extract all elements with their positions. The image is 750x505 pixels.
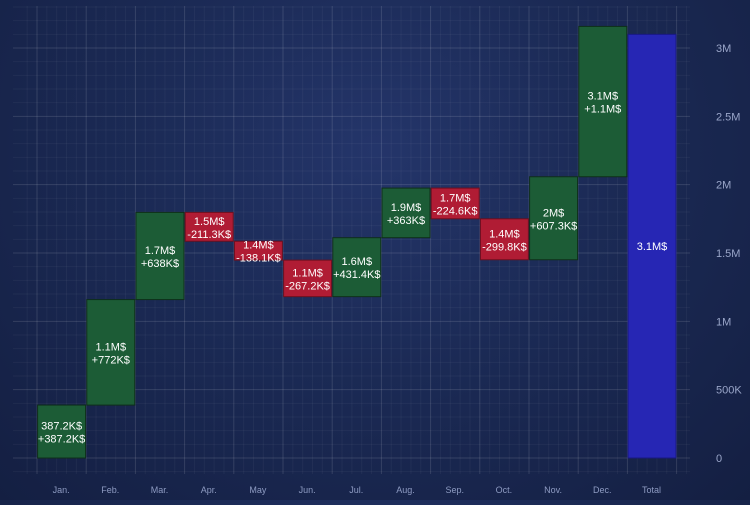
bar-label-delta: -299.8K$ [482, 241, 527, 253]
x-tick-label: Oct. [496, 485, 513, 495]
bars [37, 25, 677, 459]
x-tick-label: Dec. [593, 485, 612, 495]
x-tick-label: May [249, 485, 267, 495]
y-tick-label: 0 [716, 453, 722, 465]
bar-label-total: 1.4M$ [489, 228, 520, 240]
y-tick-label: 2M [716, 180, 731, 192]
bar-label-delta: -224.6K$ [433, 205, 478, 217]
bar-decrease[interactable] [184, 211, 234, 242]
x-tick-label: Nov. [544, 485, 562, 495]
bar-increase[interactable] [135, 211, 185, 301]
bar-label-delta: +1.1M$ [584, 104, 621, 116]
bar-label-total: 1.5M$ [194, 216, 225, 228]
x-axis: Jan. Feb. Mar. Apr. May Jun. Jul. Aug. Sep. Oct. N… [53, 485, 661, 495]
bar-increase[interactable] [37, 404, 87, 459]
bar-decrease[interactable] [430, 187, 480, 220]
bar-decrease[interactable] [283, 259, 333, 298]
bar-label-delta: +772K$ [92, 354, 130, 366]
bar-label-total: 3.1M$ [637, 241, 668, 253]
bar-label-delta: +607.3K$ [530, 220, 577, 232]
bar-increase[interactable] [86, 299, 136, 406]
bar-label-delta: -267.2K$ [285, 280, 330, 292]
x-tick-label: Mar. [151, 485, 169, 495]
bar-increase[interactable] [529, 176, 579, 261]
bar-labels: 387.2K$+387.2K$1.1M$+772K$1.7M$+638K$1.5… [38, 91, 667, 446]
y-tick-label: 1.5M [716, 248, 740, 260]
x-tick-label: Aug. [396, 485, 415, 495]
bar-decrease[interactable] [233, 240, 283, 261]
bar-label-delta: -211.3K$ [187, 229, 231, 241]
bar-decrease[interactable] [479, 218, 529, 261]
bar-label-total: 2M$ [543, 207, 564, 219]
y-tick-label: 2.5M [716, 111, 740, 123]
y-tick-label: 3M [716, 43, 731, 55]
bar-label-total: 1.7M$ [145, 245, 176, 257]
bar-label-delta: -138.1K$ [236, 253, 281, 265]
bar-label-total: 1.6M$ [342, 256, 373, 268]
x-tick-label: Apr. [201, 485, 217, 495]
bar-increase[interactable] [332, 237, 382, 298]
x-tick-label: Total [642, 485, 661, 495]
bar-label-delta: +431.4K$ [333, 269, 380, 281]
x-tick-label: Jul. [349, 485, 363, 495]
bar-label-delta: +638K$ [141, 258, 179, 270]
x-tick-label: Sep. [445, 485, 464, 495]
bar-label-delta: +387.2K$ [38, 434, 85, 446]
grid [13, 6, 690, 474]
bar-label-total: 1.4M$ [243, 240, 274, 252]
bar-total[interactable] [627, 33, 677, 459]
bar-label-total: 1.7M$ [440, 192, 471, 204]
bar-increase[interactable] [381, 187, 431, 239]
bar-increase[interactable] [578, 25, 628, 178]
y-axis: 0 500K 1M 1.5M 2M 2.5M 3M [716, 43, 742, 465]
x-tick-label: Jan. [53, 485, 70, 495]
x-tick-label: Feb. [101, 485, 119, 495]
bar-label-total: 1.1M$ [96, 341, 127, 353]
x-tick-label: Jun. [299, 485, 316, 495]
bar-label-total: 1.1M$ [292, 267, 323, 279]
bar-label-total: 3.1M$ [588, 91, 619, 103]
y-tick-label: 500K [716, 385, 742, 397]
bar-label-total: 1.9M$ [391, 202, 422, 214]
bar-label-total: 387.2K$ [41, 421, 82, 433]
bar-label-delta: +363K$ [387, 215, 425, 227]
y-tick-label: 1M [716, 316, 731, 328]
